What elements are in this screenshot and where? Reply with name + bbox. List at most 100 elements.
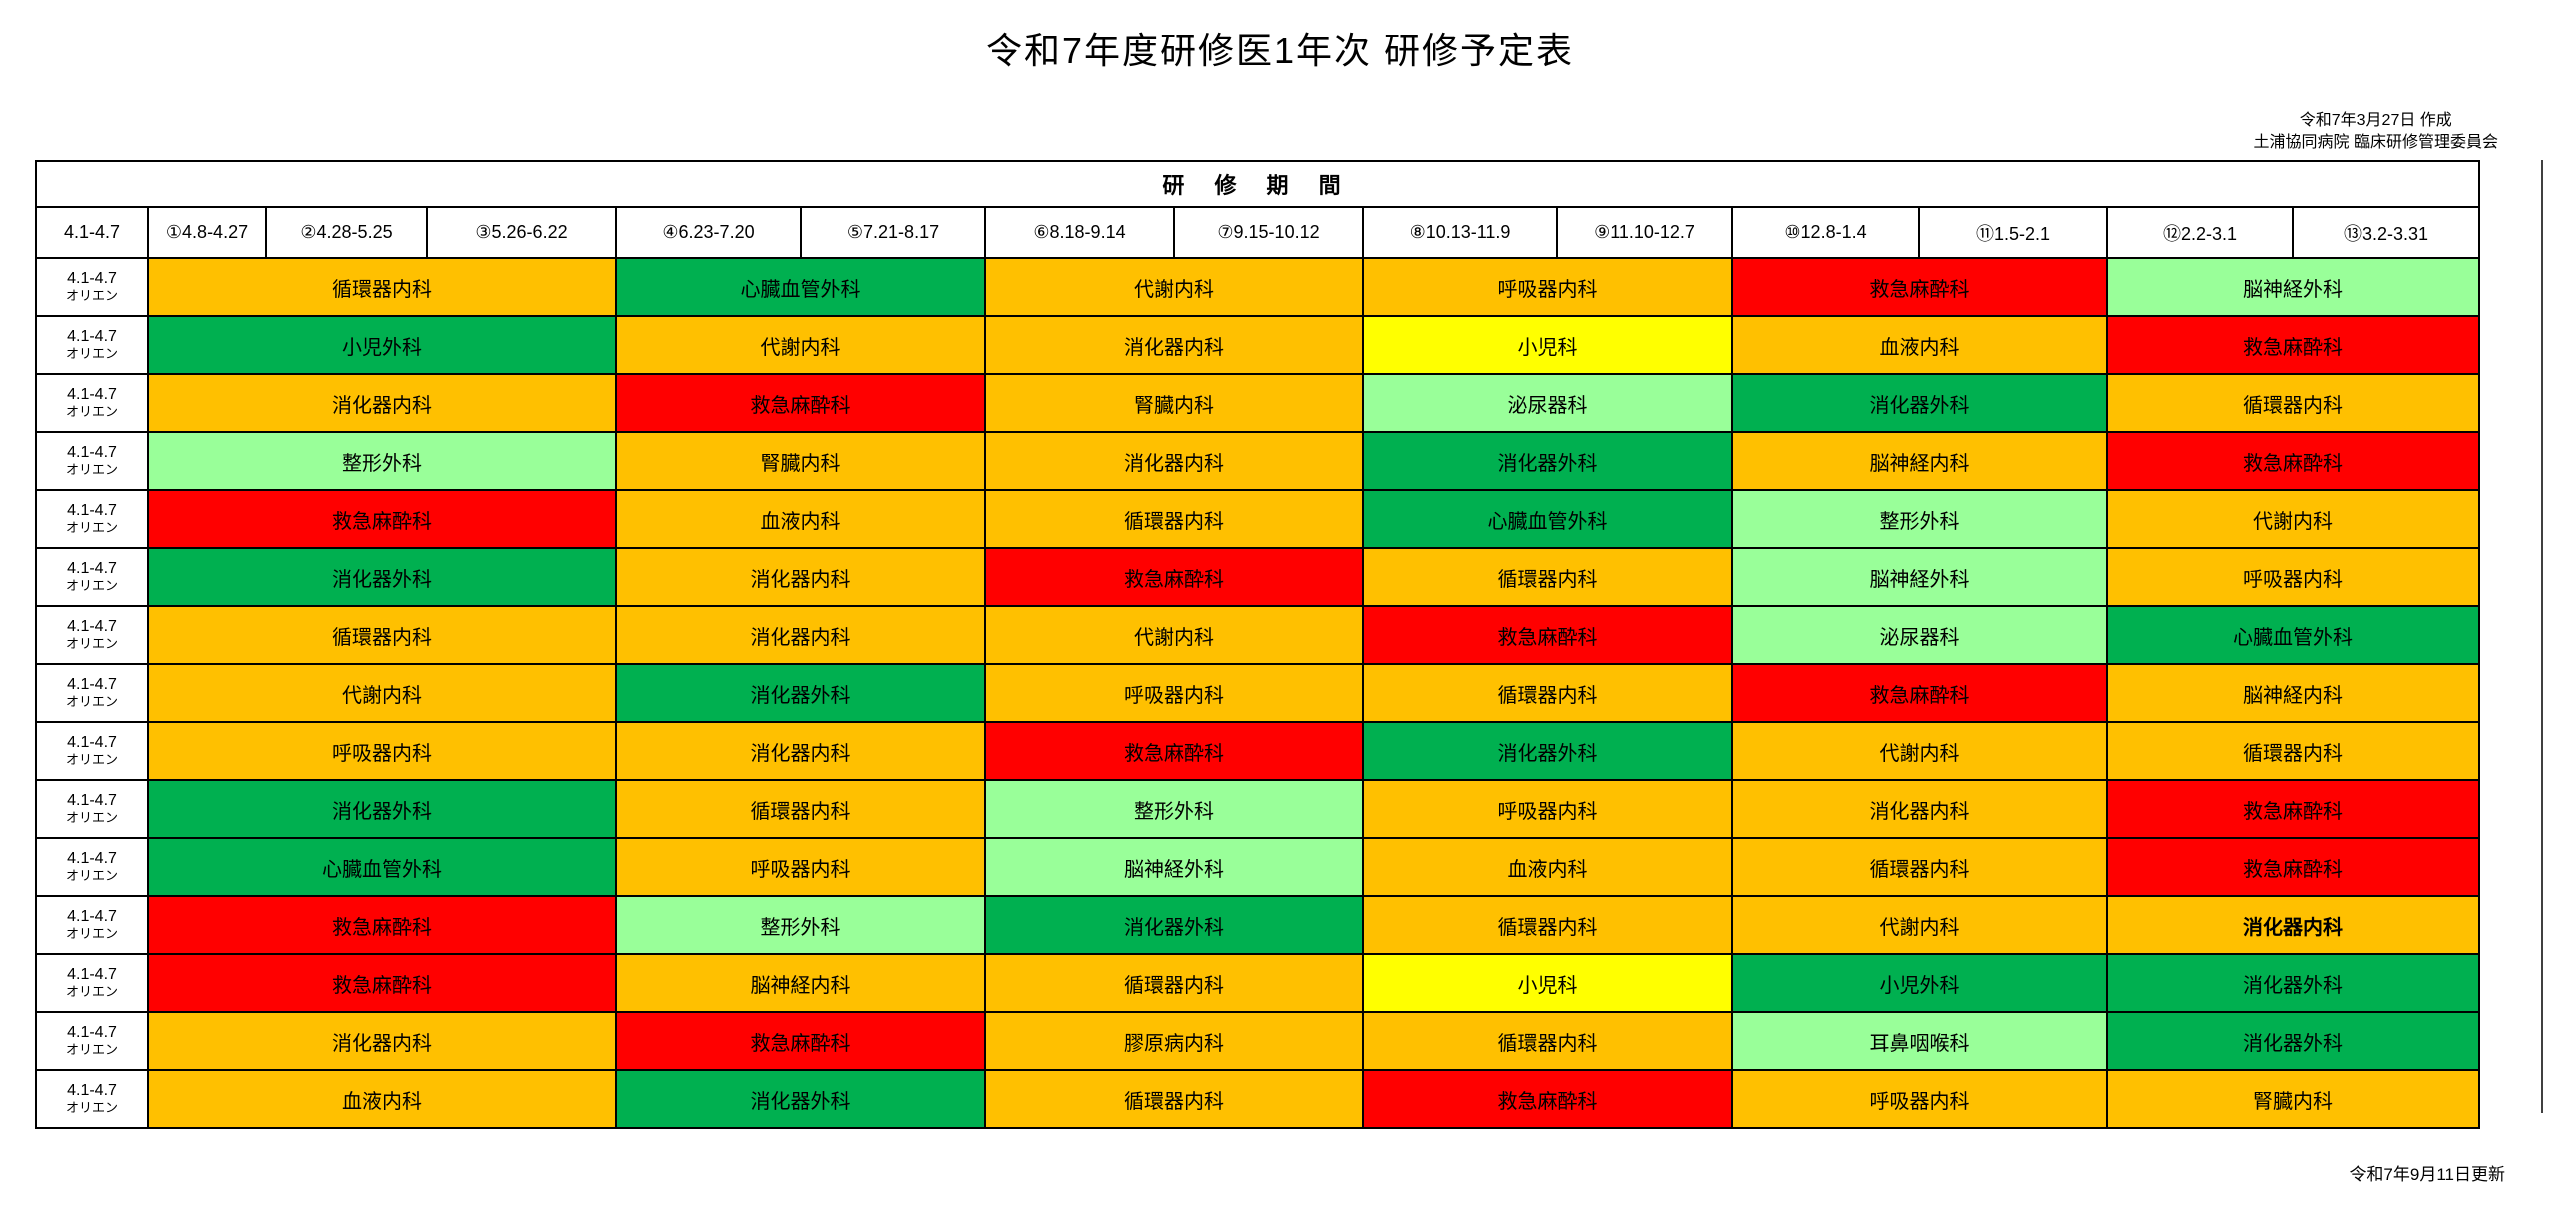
rotation-cell: 循環器内科 xyxy=(615,779,986,839)
rotation-cell: 救急麻酔科 xyxy=(1731,257,2108,317)
row-label-dates: 4.1-4.7 xyxy=(67,328,117,346)
schedule-table: 研 修 期 間 4.1-4.7 ①4.8-4.27 ②4.28-5.25 ③5.26-6… xyxy=(35,160,2480,1129)
rotation-cell: 整形外科 xyxy=(984,779,1364,839)
rotation-cell: 救急麻酔科 xyxy=(2106,779,2480,839)
rotation-cell: 脳神経外科 xyxy=(2106,257,2480,317)
period-header-cell: ⑩12.8-1.4 xyxy=(1731,206,1920,259)
table-caption: 研 修 期 間 xyxy=(35,160,2480,208)
rotation-cell: 消化器外科 xyxy=(2106,953,2480,1013)
row-label-cell: 4.1-4.7 オリエン xyxy=(35,663,149,723)
row-label-cell: 4.1-4.7 オリエン xyxy=(35,605,149,665)
rotation-cell: 救急麻酔科 xyxy=(615,1011,986,1071)
resident-row: 4.1-4.7 オリエン 循環器内科 消化器内科 代謝内科 救急麻酔科 泌尿器科 心臓血管外科 xyxy=(35,605,2480,665)
page-edge-line xyxy=(2541,160,2543,1113)
resident-row: 4.1-4.7 オリエン 心臓血管外科 呼吸器内科 脳神経外科 血液内科 循環器内科 救急麻酔… xyxy=(35,837,2480,897)
row-label-dates: 4.1-4.7 xyxy=(67,792,117,810)
rotation-cell: 心臓血管外科 xyxy=(1362,489,1733,549)
rotation-cell: 救急麻酔科 xyxy=(1362,1069,1733,1129)
rotation-cell: 救急麻酔科 xyxy=(1362,605,1733,665)
rotation-cell: 小児科 xyxy=(1362,315,1733,375)
period-header-cell: ⑨11.10-12.7 xyxy=(1556,206,1733,259)
rotation-cell: 消化器内科 xyxy=(1731,779,2108,839)
row-label-dates: 4.1-4.7 xyxy=(67,908,117,926)
rotation-cell: 消化器内科 xyxy=(615,605,986,665)
rotation-cell: 耳鼻咽喉科 xyxy=(1731,1011,2108,1071)
rotation-cell: 消化器外科 xyxy=(1731,373,2108,433)
period-header-cell: ⑫2.2-3.1 xyxy=(2106,206,2294,259)
row-label-dates: 4.1-4.7 xyxy=(67,734,117,752)
period-header-cell: ⑧10.13-11.9 xyxy=(1362,206,1558,259)
rotation-cell: 救急麻酔科 xyxy=(1731,663,2108,723)
row-label-cell: 4.1-4.7 オリエン xyxy=(35,315,149,375)
rotation-cell: 腎臓内科 xyxy=(984,373,1364,433)
resident-row: 4.1-4.7 オリエン 救急麻酔科 脳神経内科 循環器内科 小児科 小児外科 消化器外科 xyxy=(35,953,2480,1013)
rotation-cell: 循環器内科 xyxy=(1362,547,1733,607)
rotation-cell: 膠原病内科 xyxy=(984,1011,1364,1071)
rotation-cell: 循環器内科 xyxy=(147,257,617,317)
row-label-orientation: オリエン xyxy=(65,751,118,767)
rotation-cell: 整形外科 xyxy=(1731,489,2108,549)
rotation-cell: 整形外科 xyxy=(147,431,617,491)
row-label-dates: 4.1-4.7 xyxy=(67,502,117,520)
rotation-cell: 代謝内科 xyxy=(1731,895,2108,955)
rotation-cell: 救急麻酔科 xyxy=(2106,837,2480,897)
row-label-cell: 4.1-4.7 オリエン xyxy=(35,895,149,955)
organization-line: 土浦協同病院 臨床研修管理委員会 xyxy=(2253,134,2498,152)
rotation-cell: 呼吸器内科 xyxy=(1362,257,1733,317)
rotation-cell: 脳神経内科 xyxy=(615,953,986,1013)
rotation-cell: 救急麻酔科 xyxy=(147,895,617,955)
row-label-orientation: オリエン xyxy=(65,983,118,999)
rotation-cell: 消化器外科 xyxy=(147,779,617,839)
row-label-dates: 4.1-4.7 xyxy=(67,618,117,636)
period-header-cell: ④6.23-7.20 xyxy=(615,206,802,259)
rotation-cell: 消化器内科 xyxy=(615,721,986,781)
row-label-orientation: オリエン xyxy=(65,519,118,535)
rotation-cell: 脳神経外科 xyxy=(984,837,1364,897)
rotation-cell: 消化器外科 xyxy=(147,547,617,607)
rotation-cell: 心臓血管外科 xyxy=(615,257,986,317)
row-label-dates: 4.1-4.7 xyxy=(67,1024,117,1042)
rotation-cell: 消化器内科 xyxy=(2106,895,2480,955)
period-header-cell: ⑤7.21-8.17 xyxy=(800,206,986,259)
row-label-dates: 4.1-4.7 xyxy=(67,560,117,578)
rotation-cell: 脳神経内科 xyxy=(2106,663,2480,723)
period-header-cell: ①4.8-4.27 xyxy=(147,206,267,259)
row-label-orientation: オリエン xyxy=(65,925,118,941)
row-label-dates: 4.1-4.7 xyxy=(67,1082,117,1100)
rotation-cell: 小児科 xyxy=(1362,953,1733,1013)
resident-row: 4.1-4.7 オリエン 血液内科 消化器外科 循環器内科 救急麻酔科 呼吸器内科 腎臓内科 xyxy=(35,1069,2480,1129)
row-label-dates: 4.1-4.7 xyxy=(67,444,117,462)
resident-row: 4.1-4.7 オリエン 小児外科 代謝内科 消化器内科 小児科 血液内科 救急麻酔科 xyxy=(35,315,2480,375)
period-header-cell: ⑥8.18-9.14 xyxy=(984,206,1175,259)
rotation-cell: 泌尿器科 xyxy=(1731,605,2108,665)
row-label-orientation: オリエン xyxy=(65,635,118,651)
rotation-cell: 消化器内科 xyxy=(147,1011,617,1071)
row-label-dates: 4.1-4.7 xyxy=(67,850,117,868)
rotation-cell: 呼吸器内科 xyxy=(615,837,986,897)
row-label-cell: 4.1-4.7 オリエン xyxy=(35,373,149,433)
first-col-header: 4.1-4.7 xyxy=(35,206,149,259)
row-label-orientation: オリエン xyxy=(65,461,118,477)
page-title: 令和7年度研修医1年次 研修予定表 xyxy=(985,30,1575,71)
rotation-cell: 消化器内科 xyxy=(615,547,986,607)
rotation-cell: 整形外科 xyxy=(615,895,986,955)
period-header-cell: ⑬3.2-3.31 xyxy=(2292,206,2480,259)
rotation-cell: 循環器内科 xyxy=(984,489,1364,549)
row-label-cell: 4.1-4.7 オリエン xyxy=(35,779,149,839)
period-header-cell: ⑪1.5-2.1 xyxy=(1918,206,2108,259)
row-label-cell: 4.1-4.7 オリエン xyxy=(35,257,149,317)
rotation-cell: 循環器内科 xyxy=(147,605,617,665)
rotation-cell: 循環器内科 xyxy=(1731,837,2108,897)
rotation-cell: 脳神経外科 xyxy=(1731,547,2108,607)
rotation-cell: 血液内科 xyxy=(1362,837,1733,897)
row-label-cell: 4.1-4.7 オリエン xyxy=(35,837,149,897)
rotation-cell: 消化器外科 xyxy=(615,1069,986,1129)
rotation-cell: 心臓血管外科 xyxy=(2106,605,2480,665)
rotation-cell: 血液内科 xyxy=(147,1069,617,1129)
row-label-orientation: オリエン xyxy=(65,867,118,883)
rotation-cell: 消化器外科 xyxy=(615,663,986,723)
rotation-cell: 救急麻酔科 xyxy=(984,721,1364,781)
rotation-cell: 呼吸器内科 xyxy=(147,721,617,781)
row-label-cell: 4.1-4.7 オリエン xyxy=(35,1011,149,1071)
rotation-cell: 代謝内科 xyxy=(147,663,617,723)
